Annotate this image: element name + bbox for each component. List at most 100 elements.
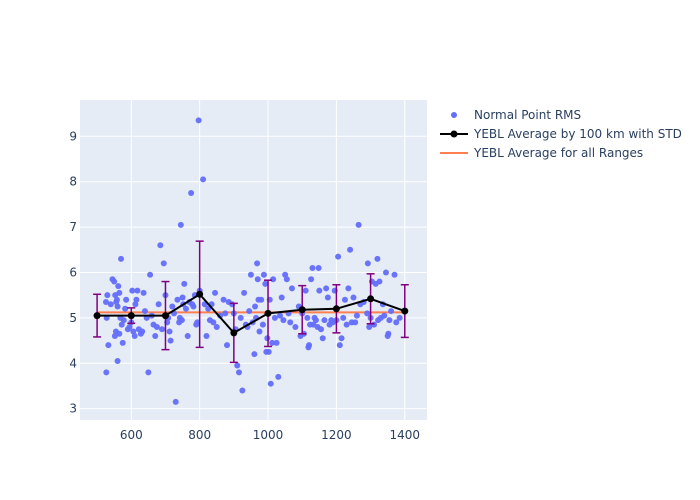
scatter-point <box>308 276 315 283</box>
y-axis-ticks: 3 4 5 6 7 8 9 <box>69 129 77 415</box>
scatter-point <box>140 289 147 296</box>
scatter-point <box>123 296 130 303</box>
scatter-point <box>118 321 125 328</box>
scatter-point <box>190 303 197 310</box>
scatter-point <box>396 314 403 321</box>
scatter-point <box>141 308 148 315</box>
y-tick-label: 3 <box>69 402 77 416</box>
scatter-point <box>282 271 289 278</box>
scatter-point <box>160 260 167 267</box>
scatter-point <box>371 321 378 328</box>
scatter-point <box>319 335 326 342</box>
scatter-point <box>118 255 125 262</box>
scatter-point <box>252 303 259 310</box>
scatter-point <box>352 319 359 326</box>
y-tick-label: 8 <box>69 175 77 189</box>
legend-item-normal-point-rms: Normal Point RMS <box>451 108 581 122</box>
scatter-point <box>169 303 176 310</box>
scatter-point <box>376 278 383 285</box>
scatter-point <box>139 328 146 335</box>
scatter-point <box>321 317 328 324</box>
scatter-point <box>130 328 137 335</box>
scatter-point <box>271 314 278 321</box>
scatter-point <box>246 308 253 315</box>
scatter-point <box>166 328 173 335</box>
scatter-point <box>267 380 274 387</box>
scatter-point <box>182 305 189 312</box>
scatter-point <box>114 357 121 364</box>
scatter-point <box>275 373 282 380</box>
scatter-point <box>126 323 133 330</box>
average-line-group <box>93 290 409 337</box>
scatter-point <box>254 260 261 267</box>
scatter-point <box>278 294 285 301</box>
scatter-point <box>213 323 220 330</box>
plot-background <box>80 100 427 420</box>
scatter-point <box>336 342 343 349</box>
average-point <box>161 312 169 320</box>
scatter-point <box>270 276 277 283</box>
scatter-point <box>340 314 347 321</box>
legend-label: Normal Point RMS <box>474 108 581 122</box>
x-tick-label: 800 <box>188 428 211 442</box>
scatter-point <box>241 289 248 296</box>
scatter-point <box>188 190 195 197</box>
scatter-point <box>312 317 319 324</box>
scatter-point <box>122 305 129 312</box>
average-point <box>332 305 340 313</box>
scatter-point <box>119 339 126 346</box>
scatter-point <box>280 317 287 324</box>
scatter-point <box>254 276 261 283</box>
scatter-point <box>251 351 258 358</box>
scatter-point <box>195 117 202 124</box>
scatter-point <box>347 246 354 253</box>
scatter-point <box>200 176 207 183</box>
scatter-point <box>107 301 114 308</box>
scatter-point <box>114 303 121 310</box>
scatter-point <box>355 221 362 228</box>
scatter-point <box>111 333 118 340</box>
scatter-point <box>184 333 191 340</box>
y-tick-label: 6 <box>69 265 77 279</box>
scatter-point <box>324 294 331 301</box>
scatter-point <box>315 264 322 271</box>
scatter-point <box>153 323 160 330</box>
scatter-point <box>364 310 371 317</box>
y-tick-label: 7 <box>69 220 77 234</box>
scatter-point <box>131 333 138 340</box>
scatter-point <box>374 255 381 262</box>
scatter-point <box>152 333 159 340</box>
scatter-point <box>247 271 254 278</box>
average-point <box>367 295 375 303</box>
average-point <box>230 329 238 337</box>
scatter-point <box>318 326 325 333</box>
scatter-point <box>265 348 272 355</box>
scatter-point <box>345 285 352 292</box>
scatter-point <box>224 342 231 349</box>
scatter-point <box>179 294 186 301</box>
scatter-point <box>353 312 360 319</box>
scatter-point <box>115 283 122 290</box>
y-tick-label: 9 <box>69 129 77 143</box>
scatter-point <box>105 342 112 349</box>
scatter-point <box>335 253 342 260</box>
scatter-point <box>113 296 120 303</box>
scatter-point <box>212 289 219 296</box>
scatter-point <box>323 285 330 292</box>
y-tick-label: 5 <box>69 311 77 325</box>
scatter-point <box>178 317 185 324</box>
scatter-point <box>391 271 398 278</box>
error-bars <box>93 240 409 364</box>
scatter-point <box>381 312 388 319</box>
scatter-point <box>385 330 392 337</box>
scatter-point <box>203 333 210 340</box>
scatter-point <box>388 308 395 315</box>
scatter-point <box>134 287 141 294</box>
scatter-point <box>103 369 110 376</box>
scatter-point <box>306 342 313 349</box>
scatter-point <box>155 301 162 308</box>
legend-item-average-all-ranges: YEBL Average for all Ranges <box>440 146 643 160</box>
legend-label: YEBL Average for all Ranges <box>473 146 643 160</box>
legend[interactable]: Normal Point RMS YEBL Average by 100 km w… <box>440 108 682 160</box>
scatter-point <box>269 339 276 346</box>
